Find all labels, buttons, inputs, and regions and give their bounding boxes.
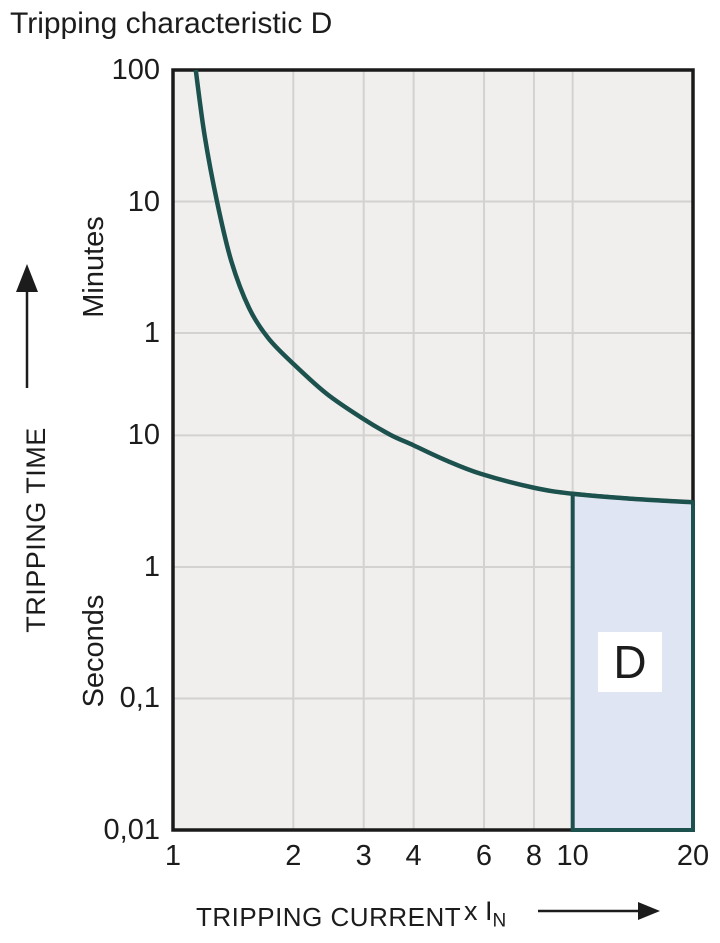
x-axis-unit: x IN bbox=[464, 896, 506, 936]
y-axis-title: TRIPPING TIME bbox=[21, 427, 51, 633]
x-tick-label: 4 bbox=[405, 840, 422, 872]
y-axis-unit-minutes: Minutes bbox=[78, 216, 110, 318]
x-tick-label: 8 bbox=[525, 840, 542, 872]
x-axis-title: TRIPPING CURRENT bbox=[196, 902, 462, 932]
y-tick-label: 10 bbox=[127, 419, 160, 452]
y-tick-label: 0,01 bbox=[103, 814, 160, 846]
y-tick-label: 1 bbox=[143, 550, 160, 583]
right-arrow-icon bbox=[538, 902, 660, 920]
x-tick-label: 6 bbox=[475, 840, 493, 872]
x-tick-label: 3 bbox=[355, 840, 372, 872]
x-tick-label: 1 bbox=[164, 840, 182, 872]
y-tick-label: 0,1 bbox=[119, 682, 160, 715]
up-arrow-icon bbox=[16, 264, 38, 388]
page-title: Tripping characteristic D bbox=[10, 7, 333, 40]
x-tick-label: 10 bbox=[556, 840, 589, 872]
region-d-label: D bbox=[598, 632, 662, 692]
x-axis-unit-subscript: N bbox=[492, 910, 507, 932]
region-d-letter: D bbox=[613, 636, 647, 688]
tripping-curve bbox=[193, 69, 694, 505]
plot-border bbox=[171, 68, 695, 832]
y-tick-label: 10 bbox=[127, 185, 160, 218]
x-tick-label: 2 bbox=[285, 840, 302, 872]
x-tick-label: 20 bbox=[676, 840, 710, 872]
y-tick-label: 1 bbox=[143, 317, 160, 350]
y-tick-label: 100 bbox=[111, 54, 160, 86]
x-axis-unit-text: x I bbox=[464, 896, 493, 926]
